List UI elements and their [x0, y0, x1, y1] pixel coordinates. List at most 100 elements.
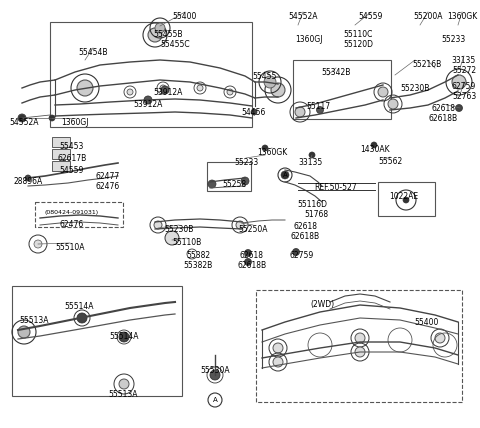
- Circle shape: [18, 114, 26, 122]
- Circle shape: [154, 221, 162, 229]
- Circle shape: [292, 249, 300, 256]
- Text: 55342B: 55342B: [321, 68, 351, 77]
- Text: 55513A: 55513A: [19, 316, 49, 325]
- Circle shape: [25, 175, 31, 181]
- Text: 62618: 62618: [293, 222, 317, 231]
- Text: 55258: 55258: [222, 180, 246, 189]
- Circle shape: [262, 145, 268, 151]
- Text: 55120D: 55120D: [343, 40, 373, 49]
- Circle shape: [165, 231, 179, 245]
- Circle shape: [161, 86, 169, 94]
- Circle shape: [148, 28, 162, 42]
- Text: 55513A: 55513A: [108, 390, 138, 399]
- Circle shape: [155, 23, 165, 33]
- Text: 55455C: 55455C: [160, 40, 190, 49]
- Text: 55400: 55400: [415, 318, 439, 327]
- Circle shape: [316, 107, 324, 113]
- Text: (2WD): (2WD): [310, 300, 334, 309]
- Circle shape: [34, 240, 42, 248]
- Text: 55514A: 55514A: [109, 332, 139, 341]
- Circle shape: [119, 332, 129, 342]
- Circle shape: [435, 333, 445, 343]
- Circle shape: [452, 75, 466, 89]
- Circle shape: [309, 152, 315, 158]
- Bar: [52, 161, 70, 171]
- Circle shape: [273, 343, 283, 353]
- Circle shape: [77, 80, 93, 96]
- Text: 55510A: 55510A: [55, 243, 85, 252]
- Circle shape: [236, 221, 244, 229]
- Circle shape: [160, 85, 166, 91]
- Text: 62476: 62476: [60, 220, 84, 229]
- Text: 55230B: 55230B: [164, 225, 194, 234]
- Text: 54559: 54559: [60, 166, 84, 175]
- Text: A: A: [213, 397, 217, 403]
- Circle shape: [208, 180, 216, 188]
- Text: 55454B: 55454B: [78, 48, 108, 57]
- Text: 62759: 62759: [452, 82, 476, 91]
- Circle shape: [19, 115, 25, 121]
- Text: 62759: 62759: [290, 251, 314, 260]
- Text: 62618: 62618: [240, 251, 264, 260]
- Text: 55200A: 55200A: [413, 12, 443, 21]
- Text: 33135: 33135: [452, 56, 476, 65]
- Circle shape: [388, 99, 398, 109]
- Circle shape: [403, 197, 409, 203]
- Circle shape: [378, 87, 388, 97]
- Text: 51768: 51768: [304, 210, 328, 219]
- Text: 55272: 55272: [452, 66, 476, 75]
- Text: 62618: 62618: [431, 104, 455, 113]
- Bar: [35, 202, 123, 227]
- Text: 55233: 55233: [234, 158, 258, 167]
- Text: (080424-091031): (080424-091031): [45, 210, 99, 215]
- Circle shape: [210, 370, 220, 380]
- Text: A: A: [283, 172, 288, 178]
- Circle shape: [295, 107, 305, 117]
- Circle shape: [273, 357, 283, 367]
- Text: 54552A: 54552A: [9, 118, 39, 127]
- Circle shape: [264, 76, 276, 88]
- Circle shape: [371, 142, 377, 148]
- Text: 55116D: 55116D: [297, 200, 327, 209]
- Circle shape: [127, 89, 133, 95]
- Circle shape: [227, 89, 233, 95]
- Bar: [50, 22, 252, 127]
- Text: 54552A: 54552A: [288, 12, 318, 21]
- Text: 53912A: 53912A: [153, 88, 183, 97]
- Text: 62618B: 62618B: [290, 232, 320, 241]
- Text: 55382B: 55382B: [183, 261, 213, 270]
- Text: 55216B: 55216B: [412, 60, 442, 69]
- Circle shape: [456, 104, 463, 112]
- Text: 62477: 62477: [96, 172, 120, 181]
- Text: 1360GJ: 1360GJ: [61, 118, 89, 127]
- Text: REF.50-527: REF.50-527: [315, 183, 357, 192]
- Text: 33135: 33135: [299, 158, 323, 167]
- Text: 55453: 55453: [60, 142, 84, 151]
- Circle shape: [244, 259, 252, 265]
- Text: 62618B: 62618B: [238, 261, 266, 270]
- Circle shape: [77, 313, 87, 323]
- Text: 62618B: 62618B: [429, 114, 457, 123]
- Circle shape: [271, 83, 285, 97]
- Text: 55455B: 55455B: [153, 30, 183, 39]
- Text: 62476: 62476: [96, 182, 120, 191]
- Text: 55400: 55400: [173, 12, 197, 21]
- Text: 53912A: 53912A: [133, 100, 163, 109]
- Circle shape: [197, 85, 203, 91]
- Circle shape: [18, 326, 30, 338]
- Text: 55230B: 55230B: [400, 84, 430, 93]
- Circle shape: [144, 96, 152, 104]
- Text: 55233: 55233: [441, 35, 465, 44]
- Circle shape: [251, 109, 257, 115]
- Text: 55382: 55382: [186, 251, 210, 260]
- Bar: [12, 286, 182, 396]
- Text: 55514A: 55514A: [64, 302, 94, 311]
- Bar: [293, 60, 391, 119]
- Circle shape: [355, 333, 365, 343]
- Circle shape: [241, 177, 249, 185]
- Bar: [207, 162, 251, 191]
- Bar: [378, 182, 435, 216]
- Bar: [52, 137, 70, 147]
- Circle shape: [244, 250, 252, 256]
- Text: 1360GK: 1360GK: [257, 148, 287, 157]
